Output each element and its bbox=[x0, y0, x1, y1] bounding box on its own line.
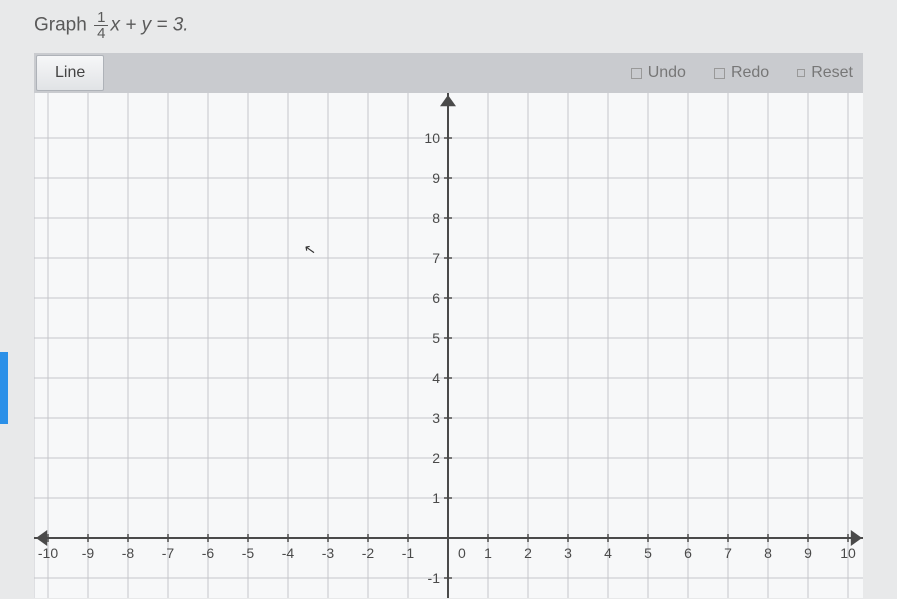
svg-text:10: 10 bbox=[840, 545, 856, 561]
svg-text:10: 10 bbox=[424, 130, 440, 146]
svg-text:6: 6 bbox=[432, 290, 440, 306]
svg-text:-2: -2 bbox=[362, 545, 375, 561]
svg-text:-3: -3 bbox=[322, 545, 335, 561]
fraction: 1 4 bbox=[94, 10, 108, 41]
toolbar-actions: Undo Redo Reset bbox=[631, 53, 853, 93]
svg-text:8: 8 bbox=[432, 210, 440, 226]
undo-button[interactable]: Undo bbox=[631, 64, 686, 82]
undo-icon bbox=[631, 68, 642, 79]
svg-text:5: 5 bbox=[644, 545, 652, 561]
svg-text:3: 3 bbox=[564, 545, 572, 561]
svg-text:4: 4 bbox=[432, 370, 440, 386]
svg-text:8: 8 bbox=[764, 545, 772, 561]
redo-button[interactable]: Redo bbox=[714, 64, 769, 82]
question-rest: x + y = 3. bbox=[110, 15, 188, 36]
coordinate-grid: -10 -9 -8 -7 -6 -5 -4 -3 -2 -1 1 2 3 4 5 6 7 8 9 10 0 10 9 8 7 6 5… bbox=[34, 93, 863, 598]
svg-text:-1: -1 bbox=[402, 545, 415, 561]
undo-label: Undo bbox=[648, 64, 686, 82]
svg-text:0: 0 bbox=[458, 545, 466, 561]
svg-text:-10: -10 bbox=[38, 545, 58, 561]
line-tool-button[interactable]: Line bbox=[36, 55, 104, 91]
svg-text:2: 2 bbox=[524, 545, 532, 561]
svg-text:-5: -5 bbox=[242, 545, 255, 561]
question-prefix: Graph bbox=[34, 15, 87, 36]
redo-icon bbox=[714, 68, 725, 79]
svg-text:9: 9 bbox=[432, 170, 440, 186]
fraction-denominator: 4 bbox=[94, 26, 108, 41]
redo-label: Redo bbox=[731, 64, 769, 82]
graph-area[interactable]: -10 -9 -8 -7 -6 -5 -4 -3 -2 -1 1 2 3 4 5 6 7 8 9 10 0 10 9 8 7 6 5… bbox=[34, 93, 863, 598]
svg-text:7: 7 bbox=[724, 545, 732, 561]
svg-text:-9: -9 bbox=[82, 545, 95, 561]
svg-text:6: 6 bbox=[684, 545, 692, 561]
svg-text:5: 5 bbox=[432, 330, 440, 346]
reset-button[interactable]: Reset bbox=[797, 64, 853, 82]
svg-text:-7: -7 bbox=[162, 545, 175, 561]
svg-text:1: 1 bbox=[484, 545, 492, 561]
question-text: Graph 1 4 x + y = 3. bbox=[34, 10, 863, 41]
svg-text:7: 7 bbox=[432, 250, 440, 266]
svg-text:9: 9 bbox=[804, 545, 812, 561]
app-container: Graph 1 4 x + y = 3. Line Undo Redo Rese… bbox=[0, 0, 897, 599]
reset-icon bbox=[797, 69, 805, 77]
svg-text:-8: -8 bbox=[122, 545, 135, 561]
svg-text:2: 2 bbox=[432, 450, 440, 466]
svg-text:-6: -6 bbox=[202, 545, 215, 561]
fraction-numerator: 1 bbox=[94, 10, 108, 26]
svg-text:-1: -1 bbox=[428, 570, 441, 586]
line-tool-label: Line bbox=[55, 64, 85, 82]
svg-text:1: 1 bbox=[432, 490, 440, 506]
toolbar: Line Undo Redo Reset bbox=[34, 53, 863, 93]
svg-text:-4: -4 bbox=[282, 545, 295, 561]
reset-label: Reset bbox=[811, 64, 853, 82]
svg-text:3: 3 bbox=[432, 410, 440, 426]
svg-text:4: 4 bbox=[604, 545, 612, 561]
